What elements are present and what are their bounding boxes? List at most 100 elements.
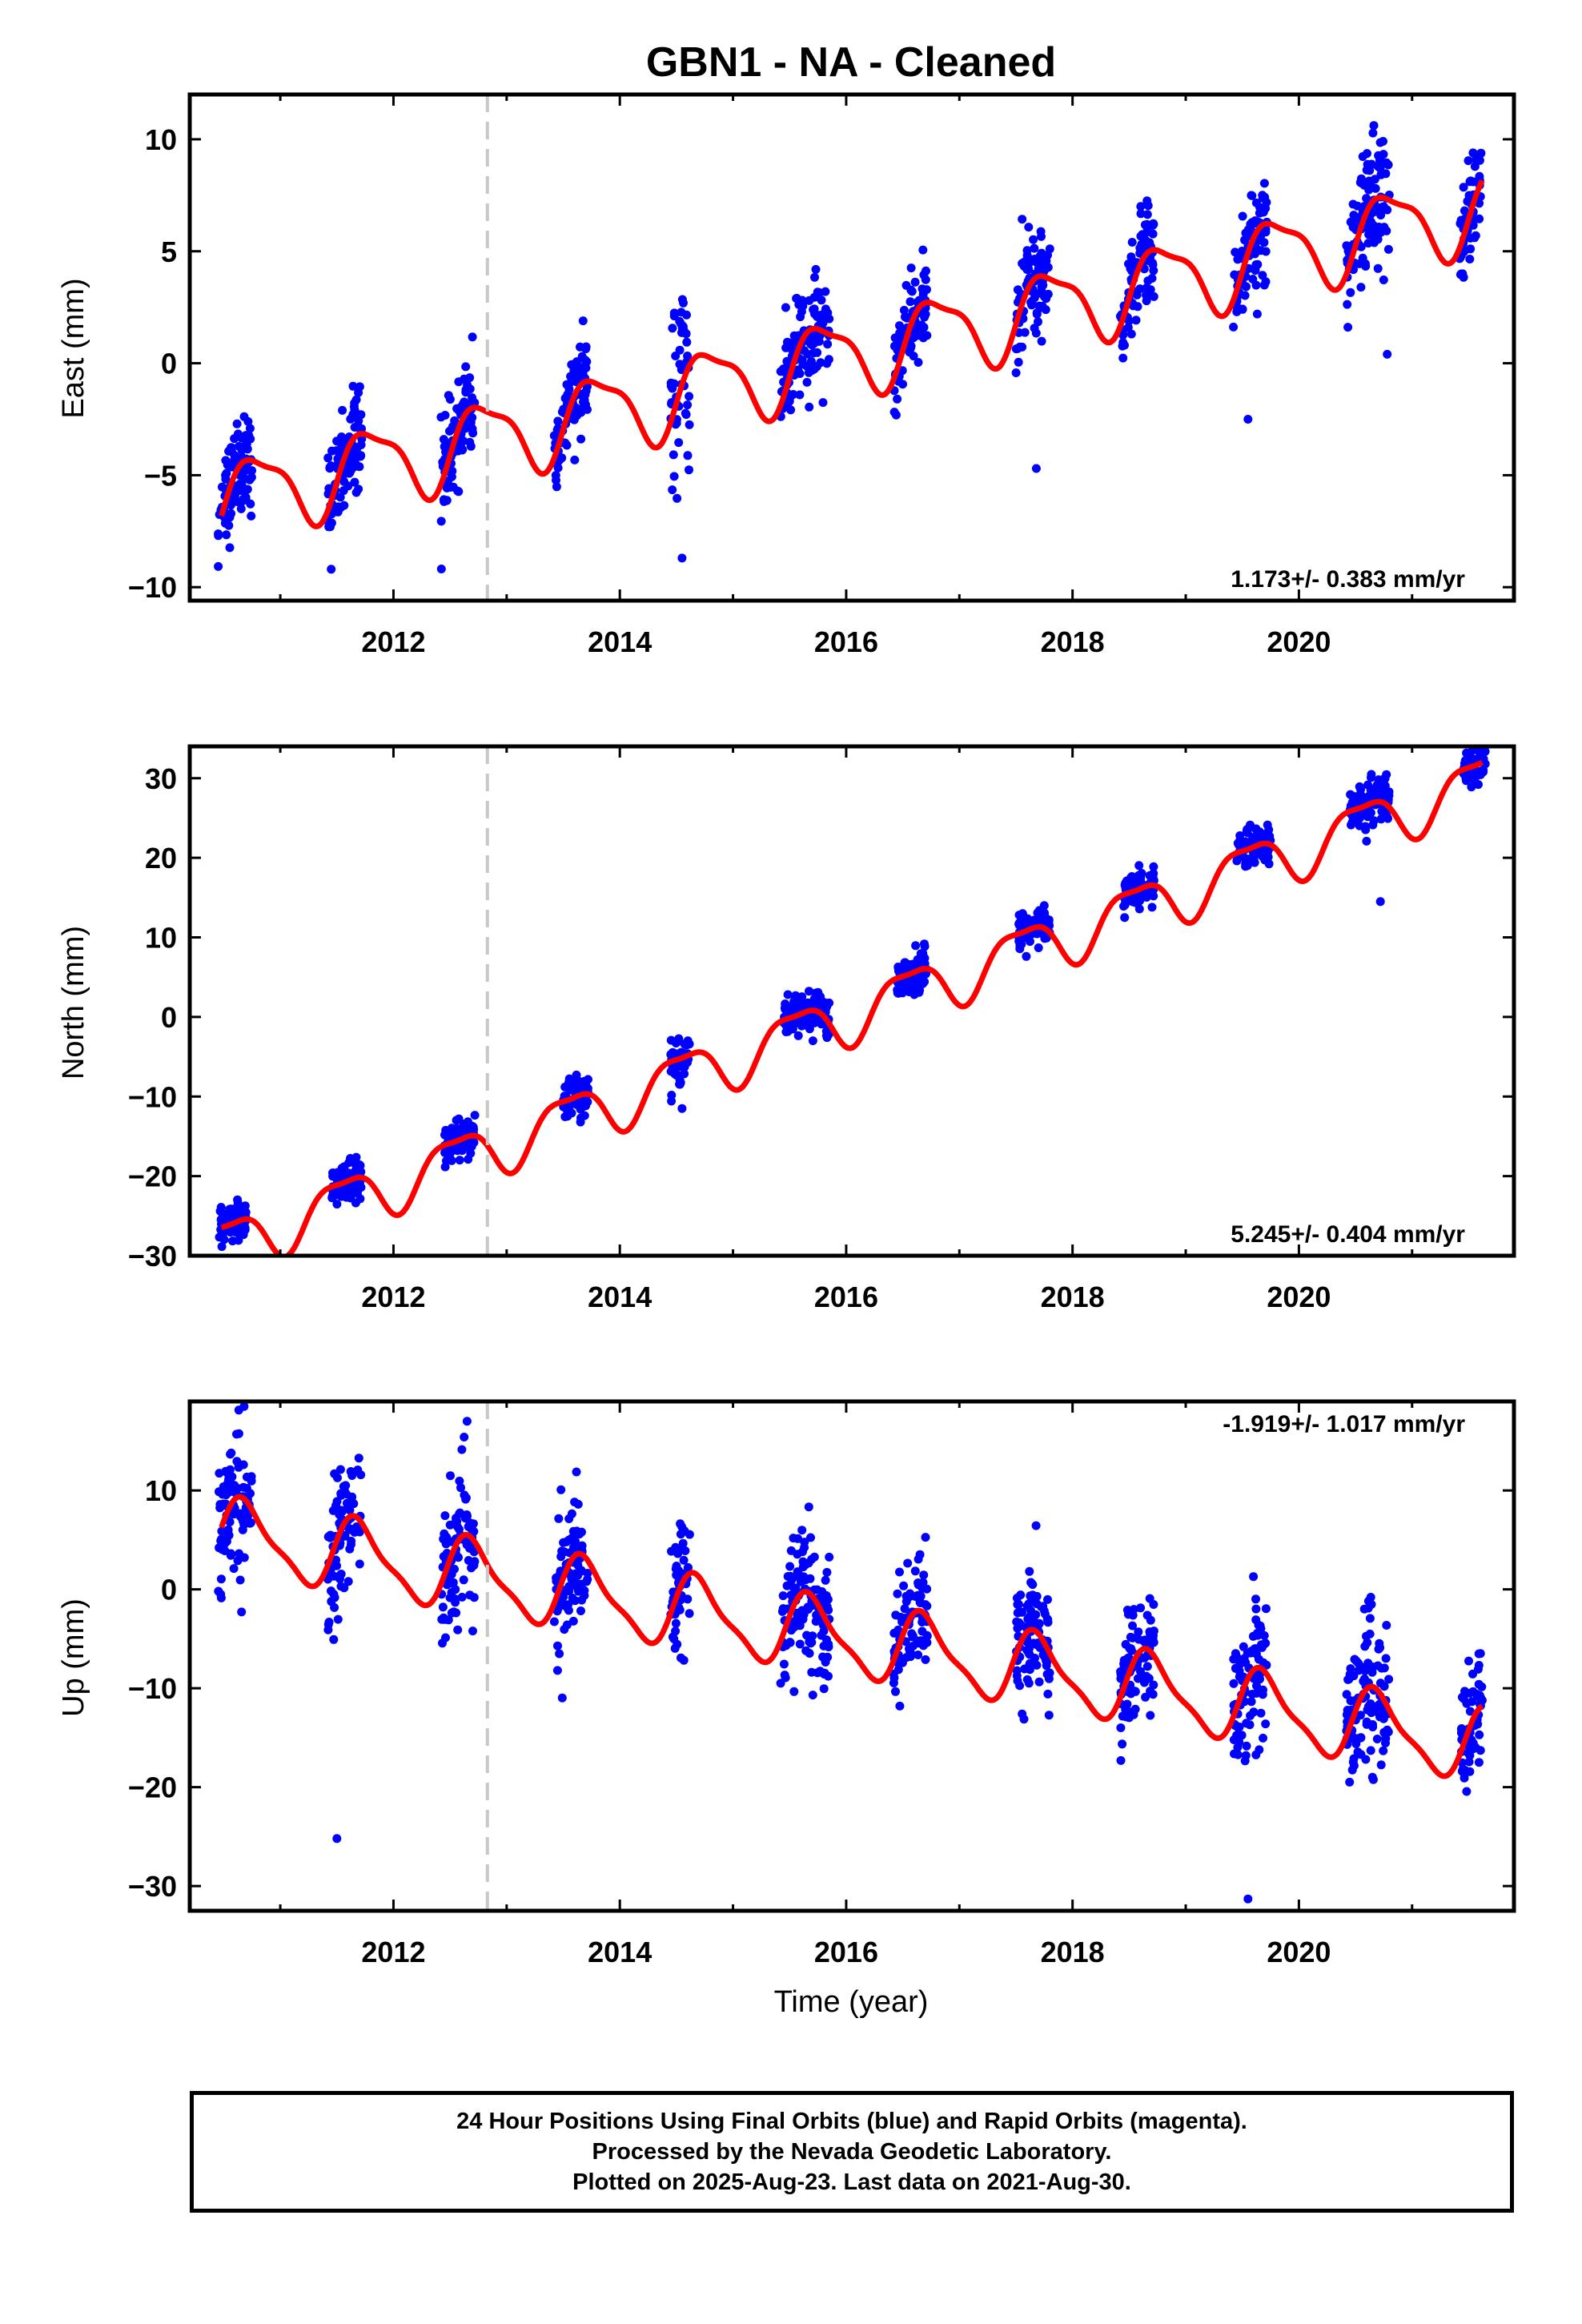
east-data-point xyxy=(1456,215,1466,225)
north-points xyxy=(215,737,1490,1252)
north-data-point xyxy=(1464,750,1473,759)
north-data-point xyxy=(897,981,906,991)
up-data-point xyxy=(817,1630,826,1640)
up-data-point xyxy=(1229,1655,1239,1664)
east-data-point xyxy=(889,408,899,417)
up-data-point xyxy=(796,1577,805,1586)
east-data-point xyxy=(566,372,576,381)
north-data-point xyxy=(783,990,793,999)
east-data-point xyxy=(910,277,920,287)
up-data-point xyxy=(679,1555,689,1565)
east-data-point xyxy=(1476,149,1485,159)
east-data-point xyxy=(1259,179,1269,188)
north-data-point xyxy=(464,1155,473,1164)
up-data-point xyxy=(323,1532,333,1542)
up-y-tick-label: 10 xyxy=(145,1474,177,1507)
up-data-point xyxy=(335,1465,345,1474)
east-data-point xyxy=(677,295,687,304)
north-data-point xyxy=(1466,770,1476,780)
east-data-point xyxy=(1018,259,1027,268)
up-data-point xyxy=(354,1454,363,1463)
north-data-point xyxy=(338,1169,347,1179)
up-data-point xyxy=(1465,1688,1475,1698)
east-data-point xyxy=(214,561,223,571)
up-data-point xyxy=(215,1503,225,1513)
east-data-point xyxy=(823,340,833,349)
north-data-point xyxy=(447,1156,456,1165)
up-data-point xyxy=(1365,1614,1375,1623)
east-data-point xyxy=(1350,216,1359,226)
up-data-point xyxy=(567,1509,576,1518)
up-data-point xyxy=(441,1633,450,1642)
east-data-point xyxy=(668,324,677,333)
east-data-point xyxy=(918,245,928,255)
north-data-point xyxy=(1134,904,1144,914)
up-data-point xyxy=(1375,1699,1384,1709)
up-y-tick-label: −20 xyxy=(128,1771,177,1804)
east-data-point xyxy=(1126,263,1136,273)
up-data-point xyxy=(1375,1679,1385,1688)
north-data-point xyxy=(1362,836,1371,846)
north-data-point xyxy=(819,1002,829,1011)
east-data-point xyxy=(906,263,916,273)
east-data-point xyxy=(1465,255,1475,263)
north-data-point xyxy=(580,1111,589,1120)
north-data-point xyxy=(666,1035,676,1045)
up-data-point xyxy=(1380,1729,1390,1739)
east-data-point xyxy=(1145,238,1154,247)
up-model-curve xyxy=(219,1494,1484,1779)
east-data-point xyxy=(350,477,359,487)
up-data-point xyxy=(557,1546,567,1556)
up-data-point xyxy=(895,1701,905,1711)
up-data-point xyxy=(1018,1607,1026,1617)
east-data-point xyxy=(1356,283,1366,292)
up-data-point xyxy=(819,1641,829,1651)
north-data-point xyxy=(1148,873,1158,882)
east-model xyxy=(219,179,1485,529)
up-data-point xyxy=(1245,1720,1255,1730)
north-data-point xyxy=(675,1080,685,1089)
up-data-point xyxy=(577,1595,587,1605)
up-data-point xyxy=(922,1601,932,1610)
north-data-point xyxy=(1347,820,1355,830)
east-data-point xyxy=(824,355,833,364)
up-data-point xyxy=(793,1534,802,1543)
up-data-point xyxy=(1235,1723,1244,1731)
up-data-point xyxy=(1141,1692,1150,1702)
up-data-point xyxy=(229,1510,239,1519)
up-data-point xyxy=(1367,1599,1376,1609)
north-data-point xyxy=(808,1036,817,1046)
north-data-point xyxy=(1380,774,1390,783)
east-data-point xyxy=(1375,162,1385,171)
up-data-point xyxy=(448,1578,458,1587)
east-points xyxy=(214,121,1486,574)
east-data-point xyxy=(1375,203,1383,213)
up-data-point xyxy=(905,1592,914,1602)
east-data-point xyxy=(350,448,359,456)
north-data-point xyxy=(1467,782,1476,792)
up-data-point xyxy=(1149,1638,1158,1647)
up-data-point xyxy=(1242,1741,1251,1751)
up-data-point xyxy=(783,1572,793,1581)
up-data-point xyxy=(450,1594,460,1603)
east-data-point xyxy=(247,511,256,521)
east-data-point xyxy=(1238,304,1247,314)
up-data-point xyxy=(895,1567,904,1577)
chart-title: GBN1 - NA - Cleaned xyxy=(646,39,1056,86)
east-data-point xyxy=(440,442,449,452)
east-data-point xyxy=(666,378,676,388)
up-data-point xyxy=(918,1641,928,1651)
north-data-point xyxy=(1469,737,1478,746)
up-data-point xyxy=(236,1511,246,1521)
east-outlier-point xyxy=(677,553,687,563)
north-data-point xyxy=(1014,936,1024,946)
east-data-point xyxy=(913,358,923,367)
east-data-point xyxy=(668,485,677,495)
east-data-point xyxy=(350,405,359,415)
east-data-point xyxy=(1118,341,1127,351)
east-data-point xyxy=(1240,235,1250,245)
east-data-point xyxy=(677,308,686,317)
east-data-point xyxy=(576,434,586,444)
up-data-point xyxy=(1356,1750,1366,1759)
up-data-point xyxy=(897,1658,907,1667)
